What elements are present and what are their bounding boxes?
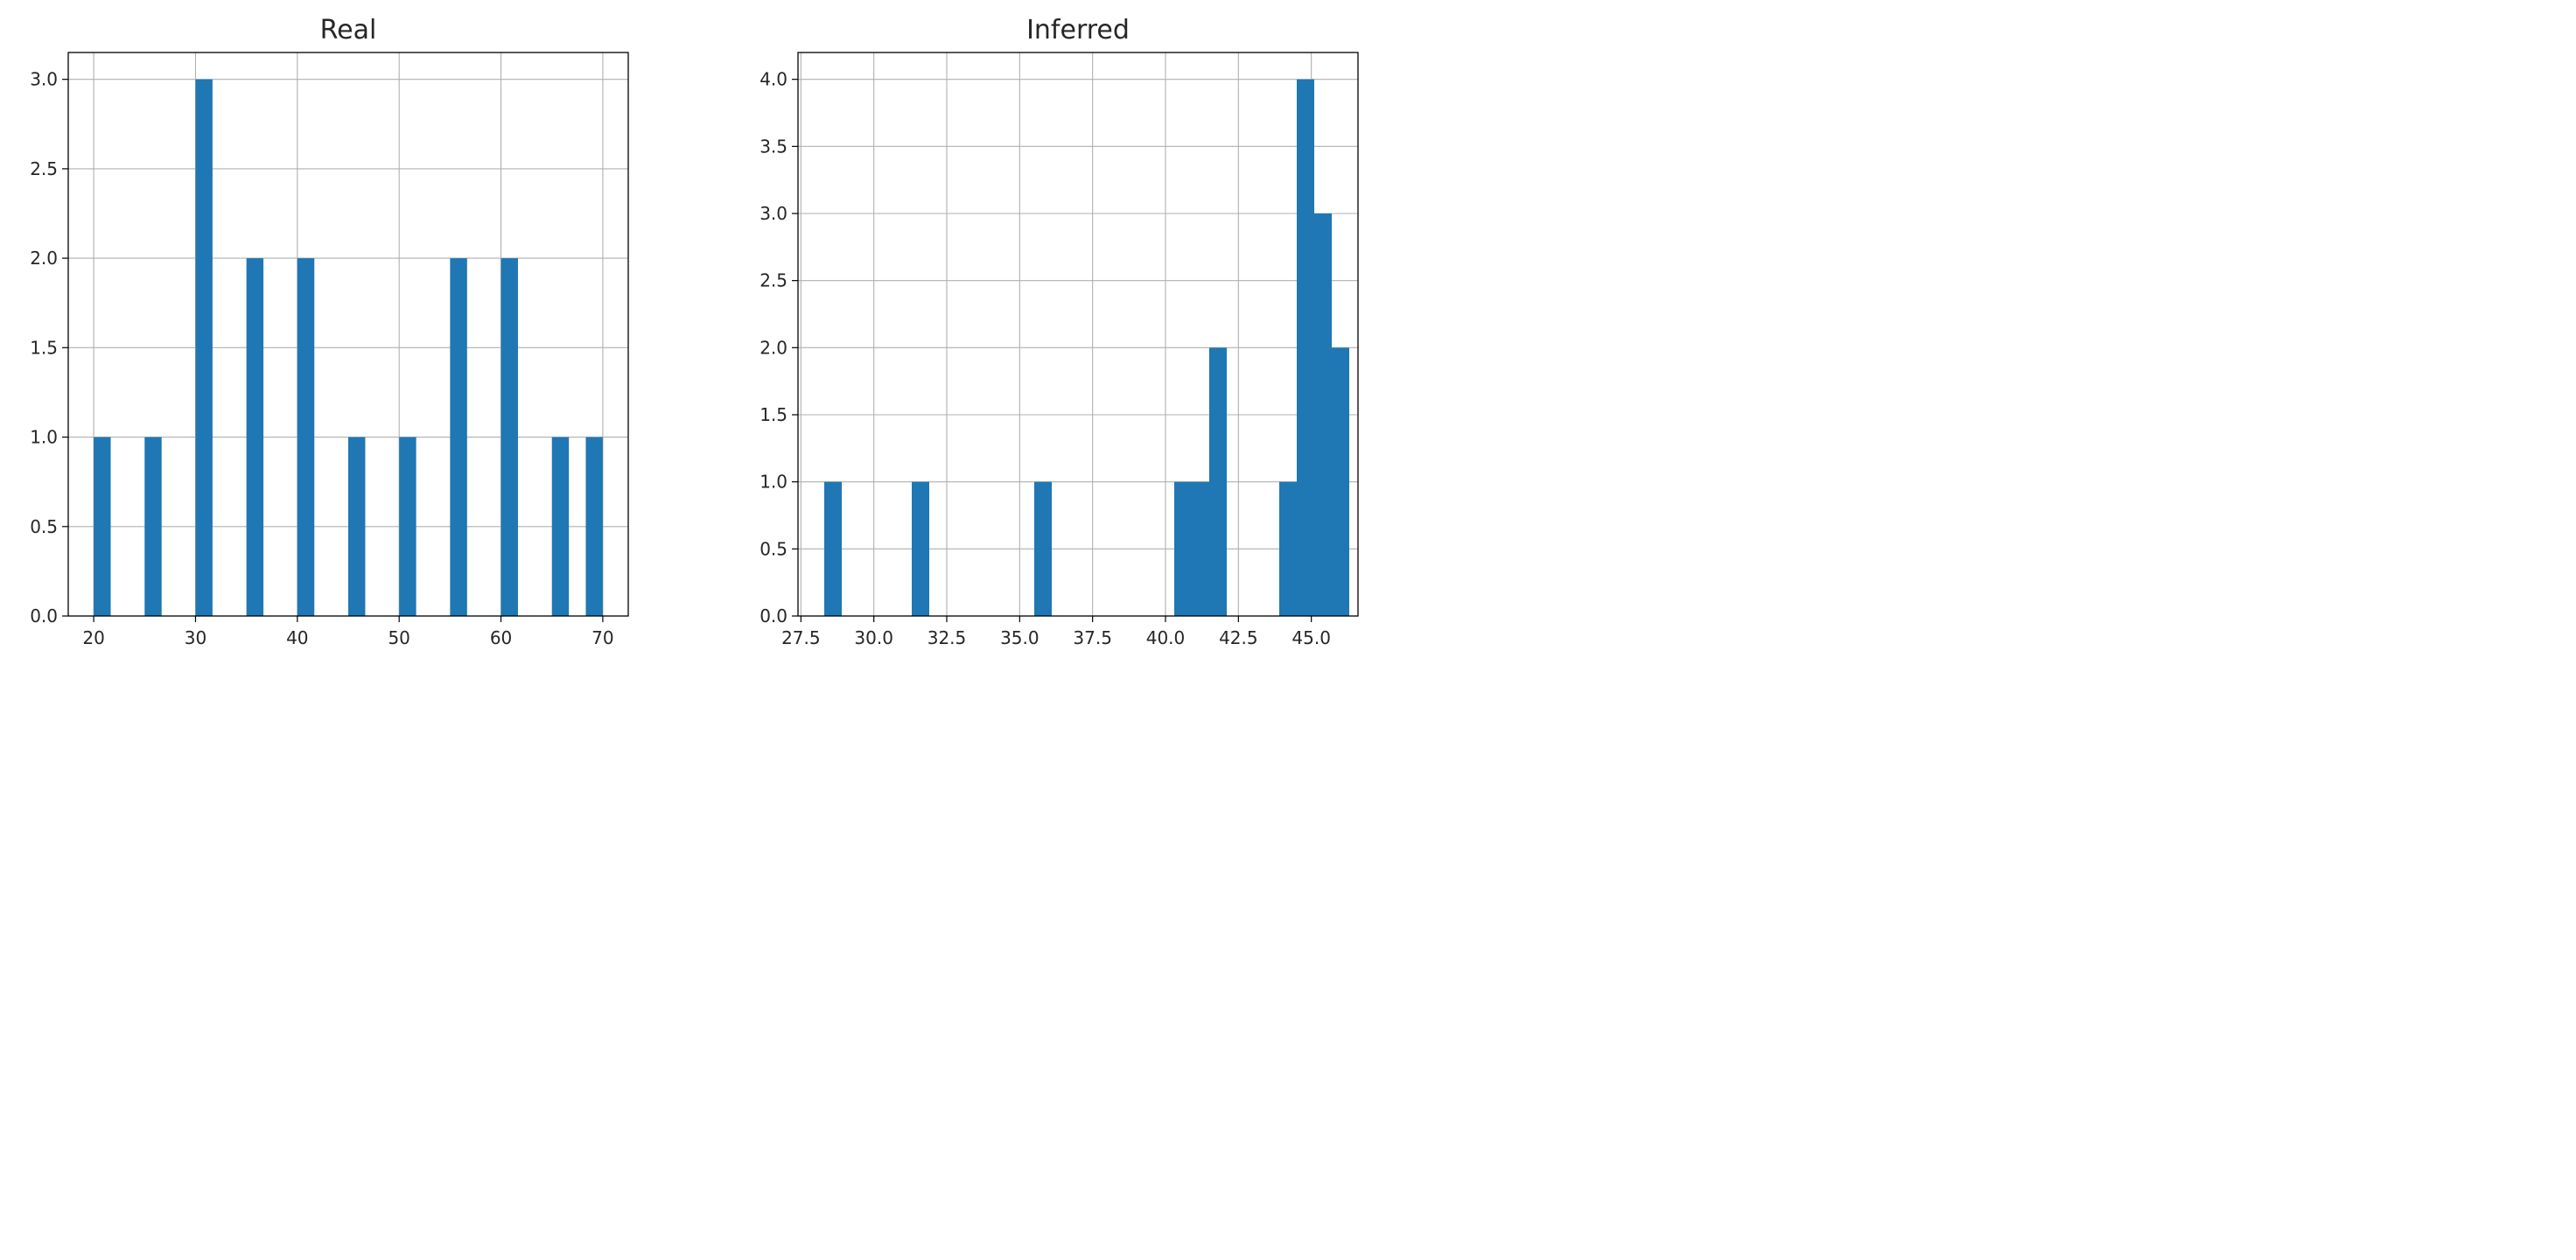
inferred-y-tick-label: 4.0 <box>760 69 788 90</box>
inferred-x-tick-label: 27.5 <box>781 627 821 648</box>
inferred-x-tick-label: 45.0 <box>1292 627 1331 648</box>
real-histogram-bar <box>348 437 366 616</box>
real-histogram-bar <box>500 258 518 616</box>
inferred-histogram-bar <box>1297 79 1314 616</box>
inferred-y-tick-label: 0.0 <box>760 606 788 626</box>
inferred-x-tick-label: 37.5 <box>1073 627 1112 648</box>
real-y-tick-label: 0.0 <box>30 606 58 626</box>
inferred-x-tick-label: 42.5 <box>1219 627 1258 648</box>
inferred-bars <box>824 79 1349 616</box>
inferred-x-tick-label: 35.0 <box>1000 627 1040 648</box>
real-y-tick-label: 1.0 <box>30 427 58 448</box>
real-chart-title: Real <box>320 15 377 46</box>
inferred-histogram-panel: 27.5 30.0 32.5 35.0 37.5 40.0 42.5 45.0 0.0 0.5 1.… <box>760 15 1359 648</box>
real-x-tick-label: 70 <box>592 627 613 648</box>
inferred-y-tick-label: 0.5 <box>760 538 788 559</box>
inferred-axes-frame <box>797 52 1359 617</box>
inferred-x-tick-label: 40.0 <box>1146 627 1186 648</box>
real-y-tick-label: 3.0 <box>30 69 58 90</box>
real-y-tick-label: 2.0 <box>30 248 58 269</box>
inferred-y-tick-label: 1.0 <box>760 472 788 493</box>
real-histogram-bar <box>399 437 416 616</box>
real-histogram-bar <box>94 437 111 616</box>
inferred-histogram-bar <box>824 481 842 616</box>
inferred-histogram-bar <box>1209 347 1227 616</box>
real-y-axis: 0.0 0.5 1.0 1.5 2.0 2.5 3.0 <box>30 69 68 626</box>
real-bars <box>94 79 603 616</box>
inferred-y-tick-label: 2.5 <box>760 270 788 291</box>
inferred-x-tick-label: 30.0 <box>854 627 893 648</box>
inferred-chart-title: Inferred <box>1026 15 1130 46</box>
real-histogram-bar <box>450 258 467 616</box>
real-histogram-bar <box>195 79 213 616</box>
inferred-histogram-bar <box>1279 481 1297 616</box>
inferred-y-axis: 0.0 0.5 1.0 1.5 2.0 2.5 3.0 3.5 4.0 <box>760 69 798 626</box>
real-y-tick-label: 1.5 <box>30 337 58 358</box>
real-y-tick-label: 0.5 <box>30 516 58 537</box>
real-histogram-bar <box>585 437 603 616</box>
figure: 20 30 40 50 60 70 0.0 0.5 1.0 1.5 2.0 2.5 3.0 Real 27… <box>0 0 1372 671</box>
real-histogram-bar <box>144 437 162 616</box>
real-x-tick-label: 30 <box>185 627 206 648</box>
inferred-histogram-bar <box>912 481 929 616</box>
real-x-tick-label: 50 <box>388 627 410 648</box>
real-axes-frame <box>67 52 629 617</box>
real-x-tick-label: 20 <box>82 627 104 648</box>
real-x-tick-label: 40 <box>286 627 308 648</box>
inferred-grid <box>798 52 1358 617</box>
real-histogram-bar <box>551 437 570 616</box>
inferred-histogram-bar <box>1192 481 1209 616</box>
inferred-y-tick-label: 3.5 <box>760 136 788 157</box>
histogram-figure: 20 30 40 50 60 70 0.0 0.5 1.0 1.5 2.0 2.5 3.0 Real 27… <box>30 15 1359 648</box>
inferred-y-tick-label: 1.5 <box>760 404 788 425</box>
inferred-histogram-bar <box>1332 347 1349 616</box>
inferred-y-tick-label: 2.0 <box>760 337 788 358</box>
inferred-histogram-bar <box>1314 214 1332 616</box>
inferred-histogram-bar <box>1034 481 1052 616</box>
inferred-x-axis: 27.5 30.0 32.5 35.0 37.5 40.0 42.5 45.0 <box>781 616 1331 648</box>
real-x-axis: 20 30 40 50 60 70 <box>82 616 614 648</box>
inferred-y-tick-label: 3.0 <box>760 203 788 224</box>
real-x-tick-label: 60 <box>490 627 512 648</box>
inferred-x-tick-label: 32.5 <box>928 627 967 648</box>
inferred-histogram-bar <box>1174 481 1192 616</box>
real-histogram-bar <box>297 258 315 616</box>
real-histogram-bar <box>246 258 264 616</box>
real-y-tick-label: 2.5 <box>30 158 58 179</box>
real-histogram-panel: 20 30 40 50 60 70 0.0 0.5 1.0 1.5 2.0 2.5 3.0 Real <box>30 15 629 648</box>
